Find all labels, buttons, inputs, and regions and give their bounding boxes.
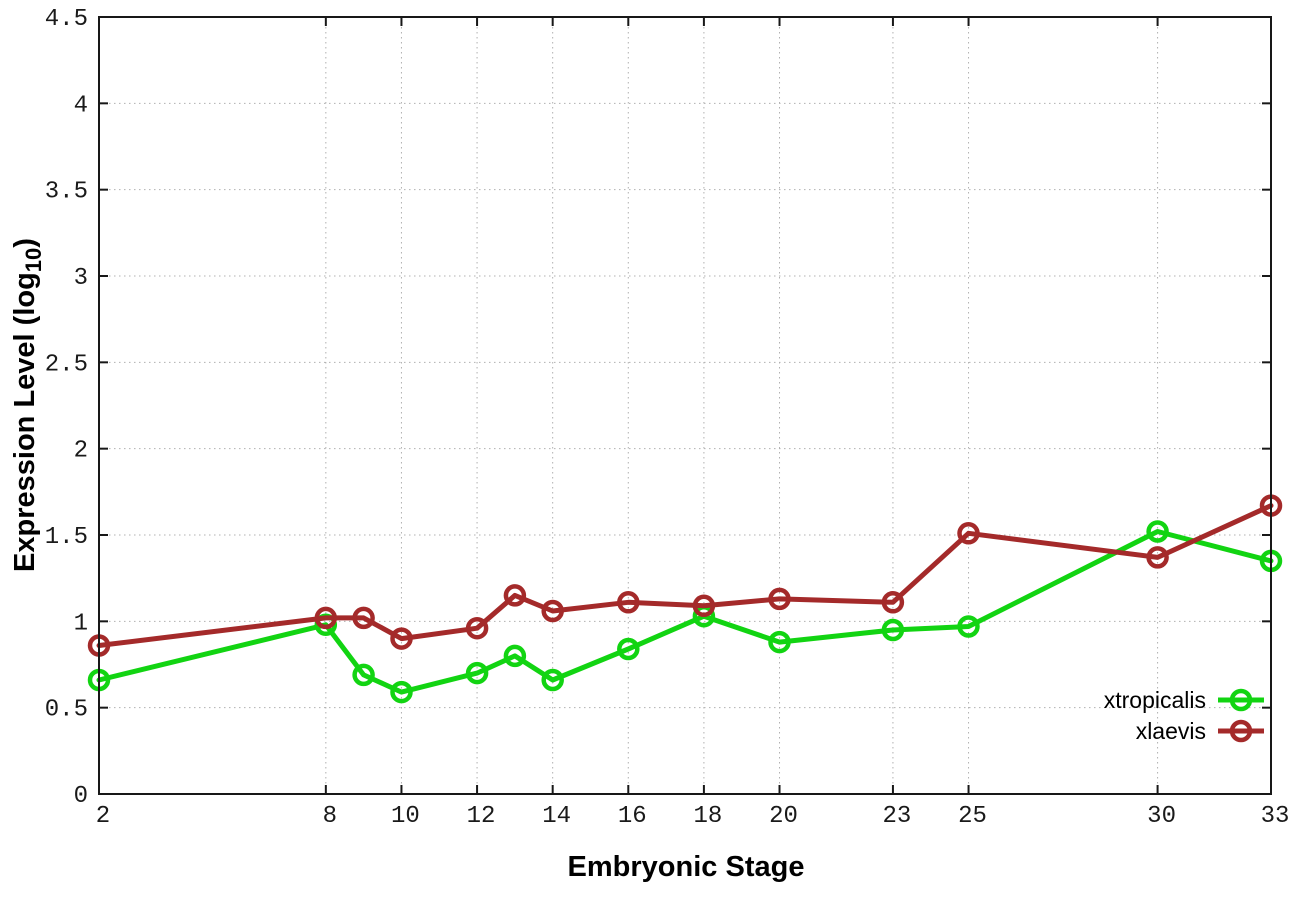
data-point-xlaevis — [768, 587, 791, 611]
y-tick-label: 2 — [74, 438, 88, 465]
legend-marker-icon-xtropicalis — [1229, 688, 1253, 712]
data-point-xtropicalis — [541, 668, 564, 692]
legend-label-xtropicalis: xtropicalis — [1104, 687, 1206, 713]
data-point-xlaevis — [314, 606, 338, 630]
legend-label-xlaevis: xlaevis — [1136, 718, 1206, 744]
data-point-xtropicalis — [465, 661, 489, 685]
x-tick-label: 25 — [958, 803, 987, 830]
data-point-xtropicalis — [957, 615, 980, 638]
data-point-xlaevis — [1146, 546, 1169, 569]
x-tick-label: 16 — [618, 803, 647, 830]
x-tick-label: 8 — [323, 803, 337, 830]
x-tick-label: 18 — [693, 803, 722, 830]
x-tick-label: 2 — [96, 803, 110, 830]
y-tick-label: 3 — [74, 265, 88, 292]
data-point-xlaevis — [692, 594, 716, 618]
y-tick-label: 0 — [74, 783, 88, 810]
x-tick-label: 33 — [1261, 803, 1290, 830]
legend: xtropicalis xlaevis — [1104, 687, 1264, 744]
data-point-xtropicalis — [1146, 520, 1169, 543]
data-point-xlaevis — [390, 627, 413, 650]
data-point-xlaevis — [541, 599, 564, 623]
data-point-xlaevis — [503, 584, 527, 607]
x-tick-label: 23 — [883, 803, 912, 830]
legend-item-xlaevis: xlaevis — [1136, 718, 1264, 744]
x-axis-title: Embryonic Stage — [568, 851, 805, 883]
y-tick-label: 0.5 — [45, 697, 88, 724]
series-line-xtropicalis — [96, 529, 1274, 695]
y-tick-label: 1 — [74, 610, 88, 637]
y-tick-label: 4 — [74, 92, 88, 119]
y-axis-title-text: Expression Level (log10) — [9, 238, 46, 572]
x-tick-label: 20 — [769, 803, 798, 830]
y-axis-tick-labels: 0 0.5 1 1.5 2 2.5 3 3.5 4 4.5 — [45, 6, 88, 810]
data-point-xtropicalis — [390, 680, 413, 704]
data-point-xlaevis — [881, 591, 905, 614]
data-point-xlaevis — [352, 606, 375, 630]
x-tick-label: 10 — [391, 803, 420, 830]
y-axis-title: Expression Level (log10) — [9, 238, 46, 572]
tick-marks — [98, 16, 1272, 795]
plot-border — [98, 16, 1272, 795]
data-series — [87, 494, 1283, 704]
data-point-xlaevis — [617, 591, 640, 614]
x-tick-label: 12 — [467, 803, 496, 830]
data-point-xtropicalis — [881, 618, 905, 642]
data-point-xlaevis — [957, 522, 980, 545]
data-point-xtropicalis — [352, 663, 375, 687]
x-tick-label: 14 — [542, 803, 571, 830]
y-tick-label: 4.5 — [45, 6, 88, 33]
data-point-xtropicalis — [503, 644, 527, 668]
data-point-xtropicalis — [617, 637, 640, 661]
data-point-xlaevis — [465, 616, 489, 640]
y-tick-label: 1.5 — [45, 524, 88, 551]
legend-marker-icon-xlaevis — [1229, 719, 1253, 743]
y-tick-label: 3.5 — [45, 179, 88, 206]
y-tick-label: 2.5 — [45, 351, 88, 378]
data-point-xtropicalis — [768, 630, 791, 654]
legend-item-xtropicalis: xtropicalis — [1104, 687, 1264, 713]
x-tick-label: 30 — [1147, 803, 1176, 830]
x-axis-tick-labels: 2 8 10 12 14 16 18 20 23 25 30 33 — [96, 803, 1290, 830]
gridlines — [99, 17, 1271, 794]
